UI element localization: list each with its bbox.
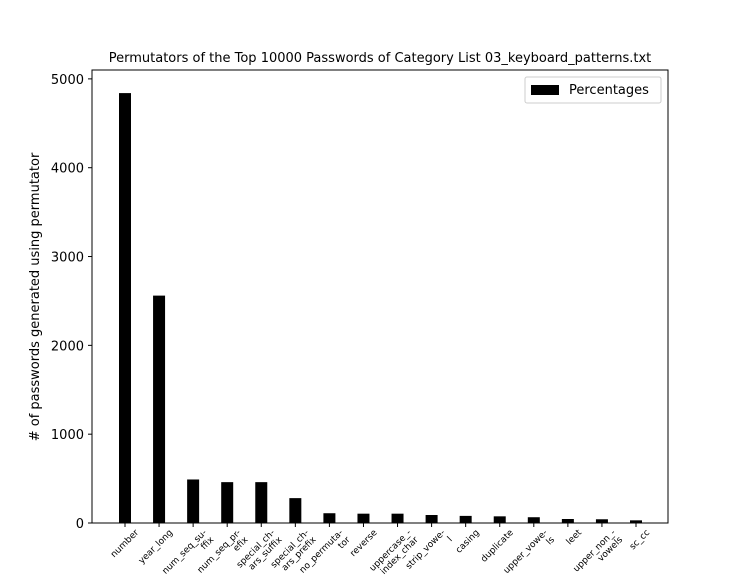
y-tick-label: 3000 (51, 251, 84, 266)
bar (425, 515, 438, 523)
bar (289, 498, 302, 523)
y-axis: 0 1000 2000 3000 4000 5000 (51, 73, 92, 532)
bar (153, 295, 166, 523)
legend-label: Percentages (569, 83, 649, 98)
y-tick-label: 4000 (51, 162, 84, 177)
bar (221, 482, 234, 523)
legend: Percentages (524, 76, 662, 104)
bar (119, 93, 131, 523)
bar (323, 513, 336, 523)
y-axis-label: # of passwords generated using permutato… (28, 152, 43, 441)
y-tick-label: 1000 (51, 428, 84, 443)
bar (595, 519, 608, 523)
y-tick-label: 0 (76, 517, 84, 532)
x-tick-label: reverse (349, 528, 380, 559)
x-tick-label: leet (565, 528, 584, 547)
plot-area-frame (91, 69, 669, 524)
bar (391, 513, 404, 523)
bar (459, 515, 472, 523)
bar (255, 482, 268, 523)
bar (493, 516, 506, 523)
bar (357, 513, 370, 523)
x-axis: numberyear_longnum_seq_su-ffixnum_seq_pr… (109, 523, 652, 577)
bar (527, 517, 540, 523)
x-tick-label: sc_cc (628, 528, 652, 552)
bar (630, 520, 642, 523)
x-tick-label: casing (454, 528, 482, 556)
chart-title: Permutators of the Top 10000 Passwords o… (109, 51, 652, 66)
bar (187, 479, 200, 523)
bars-group (119, 93, 642, 523)
legend-swatch (531, 85, 559, 95)
bar (561, 519, 574, 523)
y-tick-label: 2000 (51, 339, 84, 354)
x-tick-label: number (109, 528, 141, 560)
legend-box (524, 76, 662, 104)
y-tick-label: 5000 (51, 73, 84, 88)
